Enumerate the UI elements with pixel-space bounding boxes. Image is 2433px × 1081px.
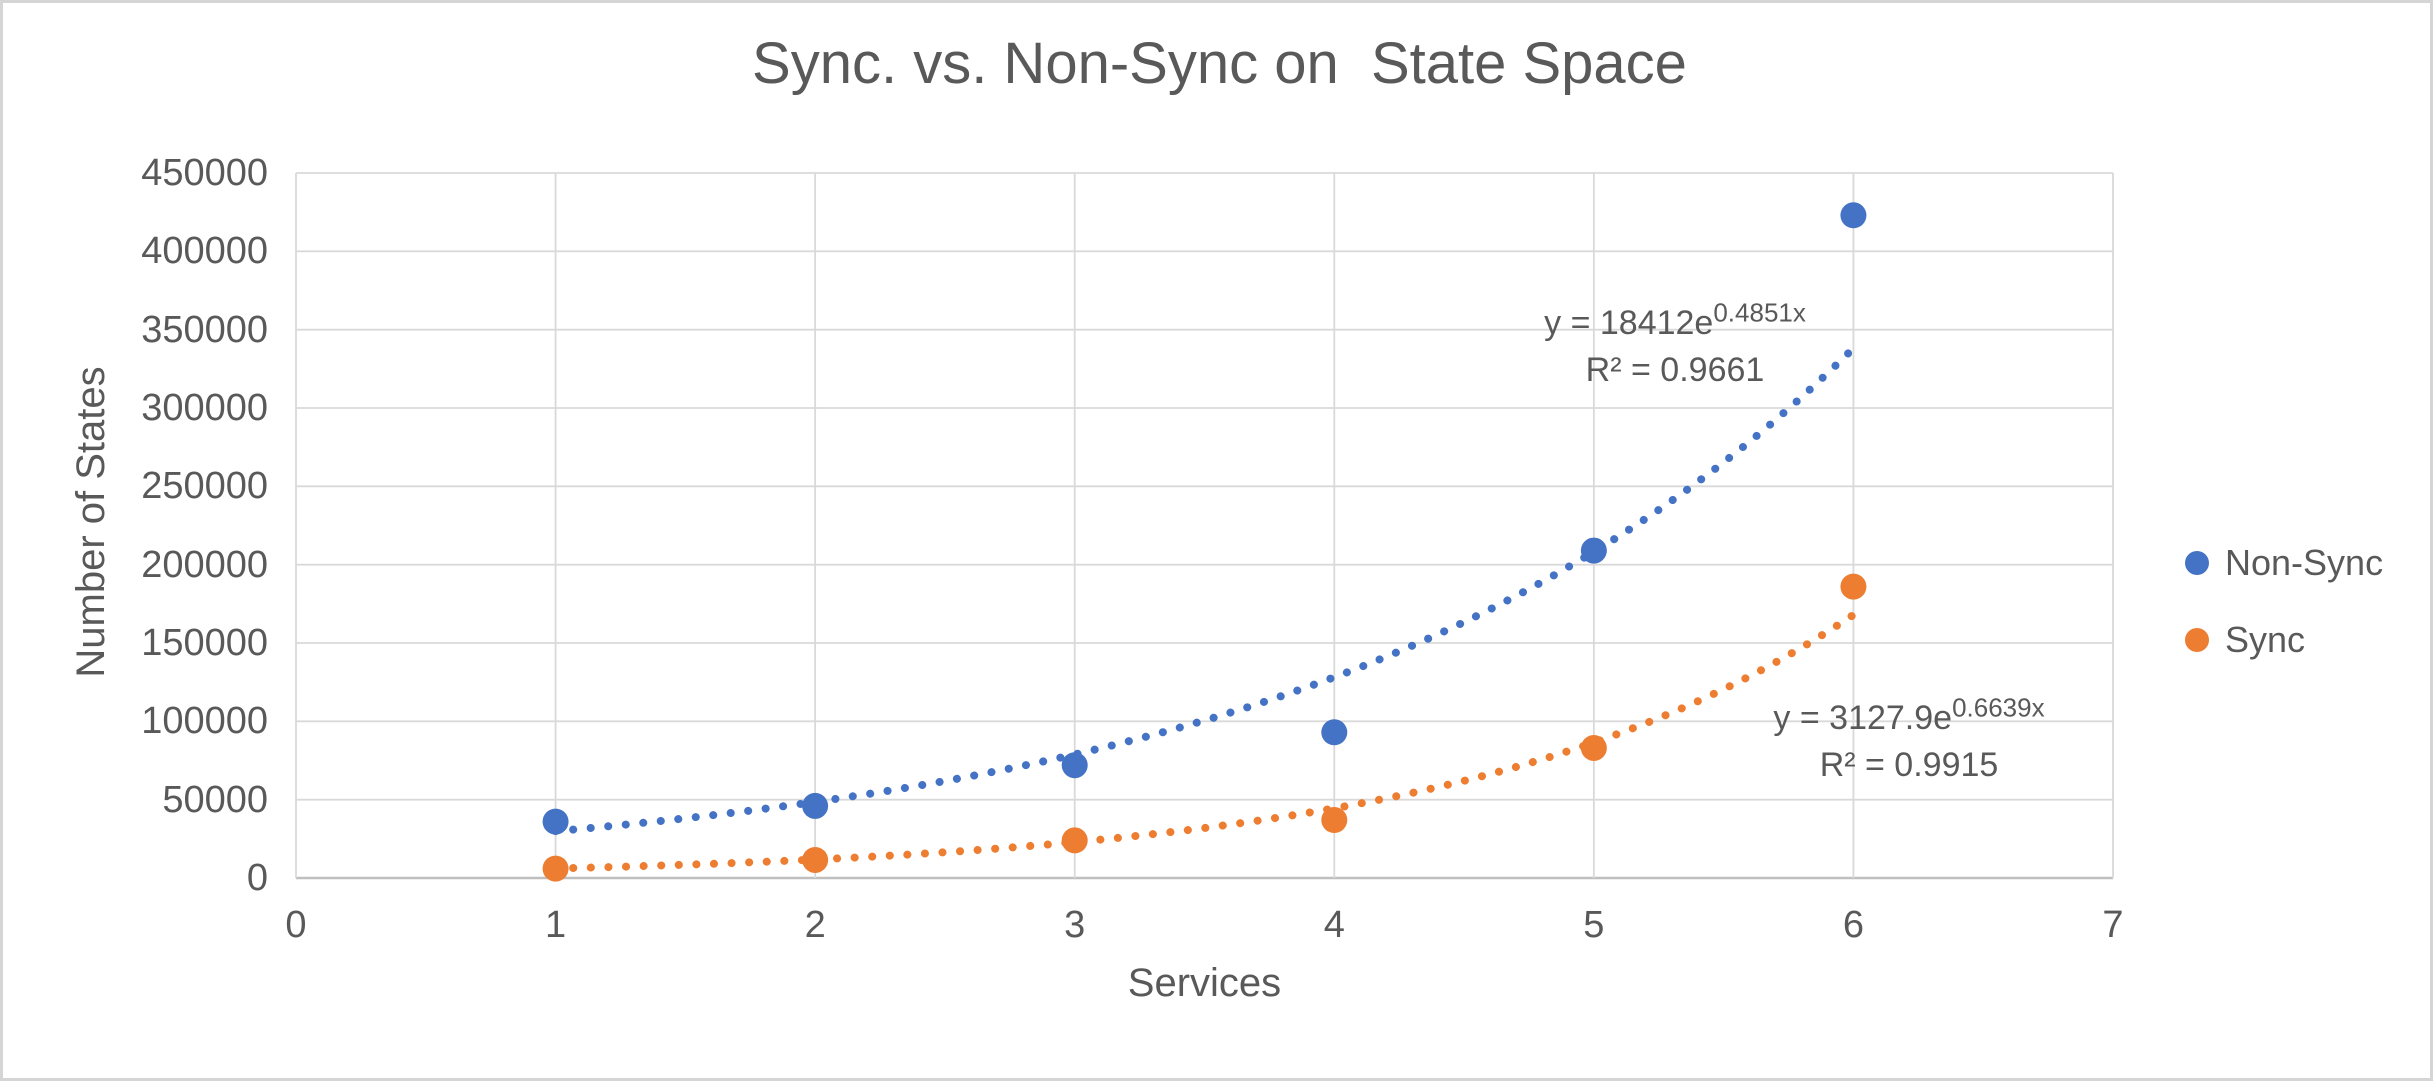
r-squared-non-sync: R² = 0.9661 bbox=[1585, 351, 1765, 389]
data-point-non-sync bbox=[1840, 202, 1867, 229]
data-point-sync bbox=[1580, 734, 1607, 761]
x-axis-tick-labels: 0 1 2 3 4 5 6 7 bbox=[3, 902, 2430, 952]
data-point-non-sync bbox=[1061, 752, 1088, 779]
y-tick-label: 350000 bbox=[141, 308, 268, 351]
trendline-sync bbox=[551, 610, 1858, 873]
data-point-sync bbox=[802, 846, 829, 873]
y-tick-label: 200000 bbox=[141, 543, 268, 586]
y-axis-title: Number of States bbox=[69, 366, 113, 678]
data-point-non-sync bbox=[542, 808, 569, 835]
y-tick-label: 100000 bbox=[141, 700, 268, 743]
data-point-sync bbox=[1061, 827, 1088, 854]
y-tick-label: 150000 bbox=[141, 622, 268, 664]
trendline-equation-non-sync: y = 18412e0.4851x R² = 0.9661 bbox=[1544, 300, 1806, 394]
data-point-non-sync bbox=[1321, 719, 1348, 746]
y-axis-tick-labels: 0 50000 100000 150000 200000 250000 300000 3500… bbox=[28, 3, 268, 1078]
y-tick-label: 450000 bbox=[141, 152, 268, 194]
y-tick-label: 250000 bbox=[141, 465, 268, 508]
data-point-non-sync bbox=[802, 792, 829, 819]
x-tick-label: 4 bbox=[1323, 904, 1345, 946]
trendline-equation-sync: y = 3127.9e0.6639x R² = 0.9915 bbox=[1773, 695, 2044, 789]
x-tick-label: 0 bbox=[285, 904, 307, 946]
x-axis-title: Services bbox=[1127, 961, 1282, 1005]
r-squared-sync: R² = 0.9915 bbox=[1819, 746, 1999, 784]
x-tick-label: 1 bbox=[544, 904, 567, 946]
y-tick-label: 0 bbox=[246, 857, 268, 899]
x-tick-label: 3 bbox=[1064, 904, 1086, 946]
legend-item-sync: Sync bbox=[2185, 616, 2305, 664]
legend-marker-sync-icon bbox=[2185, 628, 2209, 652]
data-point-sync bbox=[1321, 807, 1348, 834]
legend-marker-non-sync-icon bbox=[2185, 551, 2209, 575]
equation-line-sync: y = 3127.9e0.6639x bbox=[1773, 692, 2045, 737]
chart-title: Sync. vs. Non-Sync on State Space bbox=[752, 31, 1687, 96]
data-point-non-sync bbox=[1580, 537, 1607, 564]
plot-area-svg bbox=[295, 172, 2114, 882]
x-tick-label: 7 bbox=[2102, 904, 2124, 946]
legend-label-sync: Sync bbox=[2225, 619, 2306, 660]
data-point-sync bbox=[1840, 573, 1867, 600]
x-tick-label: 6 bbox=[1842, 904, 1864, 946]
y-tick-label: 50000 bbox=[162, 778, 268, 821]
equation-line-non-sync: y = 18412e0.4851x bbox=[1544, 297, 1806, 342]
legend-label-non-sync: Non-Sync bbox=[2225, 542, 2384, 583]
x-tick-label: 2 bbox=[804, 904, 826, 946]
trendline-non-sync bbox=[551, 344, 1858, 836]
y-tick-label: 300000 bbox=[141, 387, 268, 429]
legend-item-non-sync: Non-Sync bbox=[2185, 539, 2383, 587]
x-tick-label: 5 bbox=[1583, 904, 1605, 946]
data-point-sync bbox=[542, 855, 569, 882]
y-tick-label: 400000 bbox=[141, 230, 268, 273]
